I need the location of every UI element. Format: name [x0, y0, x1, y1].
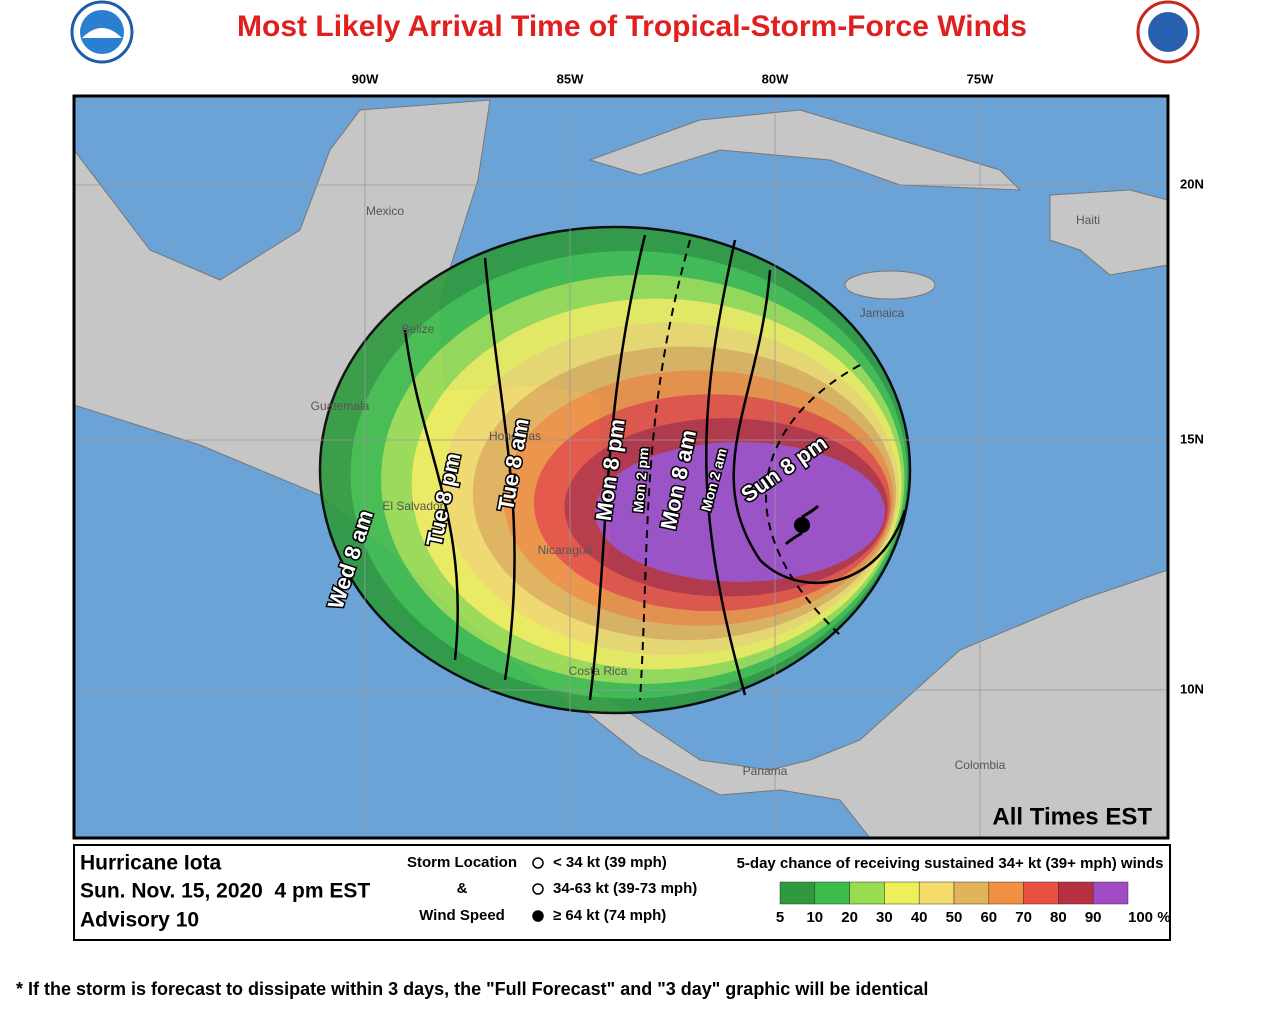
- noaa-logo: [70, 0, 134, 64]
- footnote: * If the storm is forecast to dissipate …: [16, 979, 928, 999]
- probability-swatch: [953, 881, 990, 905]
- place-label: Mexico: [366, 204, 404, 218]
- longitude-label: 90W: [352, 71, 379, 86]
- wind-class: ≥ 64 kt (74 mph): [553, 907, 666, 924]
- probability-swatch: [849, 881, 885, 905]
- probability-swatch: [988, 881, 1024, 905]
- longitude-label: 75W: [967, 71, 994, 86]
- time-zone-note: All Times EST: [992, 803, 1152, 830]
- wind-class: 34-63 kt (39-73 mph): [553, 880, 697, 897]
- probability-label: 100 %: [1128, 909, 1171, 926]
- map: Mexico Belize Guatemala Honduras El Salvador…: [74, 96, 1168, 838]
- storm-symbol: [784, 504, 820, 546]
- symbol-heading: &: [457, 880, 468, 897]
- probability-band: [595, 442, 885, 582]
- probability-swatch: [1058, 881, 1094, 905]
- storm-symbol-key: [532, 857, 544, 869]
- arrival-contours: [403, 234, 907, 701]
- probability-label: 70: [1015, 909, 1032, 926]
- storm-name: Hurricane Iota: [80, 852, 222, 875]
- longitude-label: 85W: [557, 71, 584, 86]
- probability-swatch: [918, 881, 955, 905]
- graticule: [74, 96, 1168, 838]
- probability-label: 80: [1050, 909, 1067, 926]
- wind-class: < 34 kt (39 mph): [553, 854, 667, 871]
- probability-label: 30: [876, 909, 893, 926]
- place-label: Colombia: [955, 758, 1006, 772]
- place-label: Haiti: [1076, 213, 1100, 227]
- probability-title: 5-day chance of receiving sustained 34+ …: [737, 855, 1164, 872]
- place-label: Costa Rica: [569, 664, 628, 678]
- probability-swatch: [814, 881, 850, 905]
- place-label: Guatemala: [311, 399, 370, 413]
- storm-symbol-key: [532, 883, 544, 895]
- place-label: Honduras: [489, 429, 541, 443]
- longitude-label: 80W: [762, 71, 789, 86]
- probability-label: 20: [841, 909, 858, 926]
- probability-label: 90: [1085, 909, 1102, 926]
- map-frame: [72, 94, 1170, 840]
- place-label: El Salvador: [382, 499, 443, 513]
- probability-label: 10: [806, 909, 823, 926]
- probability-swatch: [884, 881, 920, 905]
- place-label: Jamaica: [860, 306, 905, 320]
- latitude-label: 10N: [1180, 681, 1204, 696]
- place-label: Belize: [402, 322, 435, 336]
- probability-label: 50: [946, 909, 963, 926]
- probability-swatch: [779, 881, 816, 905]
- place-label: Panama: [743, 764, 788, 778]
- latitude-label: 15N: [1180, 431, 1204, 446]
- place-label: Nicaragua: [538, 543, 593, 557]
- title: Most Likely Arrival Time of Tropical-Sto…: [237, 10, 1027, 43]
- probability-label: 40: [911, 909, 928, 926]
- storm-symbol-key: [532, 910, 544, 922]
- probability-swath: [318, 225, 912, 715]
- nws-logo: [1136, 0, 1200, 64]
- symbol-heading: Storm Location: [407, 854, 517, 871]
- probability-label: 60: [980, 909, 997, 926]
- probability-label: 5: [776, 909, 784, 926]
- probability-swatch: [1023, 881, 1059, 905]
- probability-swatch: [1092, 881, 1129, 905]
- advisory-date: Sun. Nov. 15, 2020 4 pm EST: [80, 880, 370, 903]
- symbol-heading: Wind Speed: [419, 907, 505, 924]
- latitude-label: 20N: [1180, 176, 1204, 191]
- advisory-number: Advisory 10: [80, 909, 199, 932]
